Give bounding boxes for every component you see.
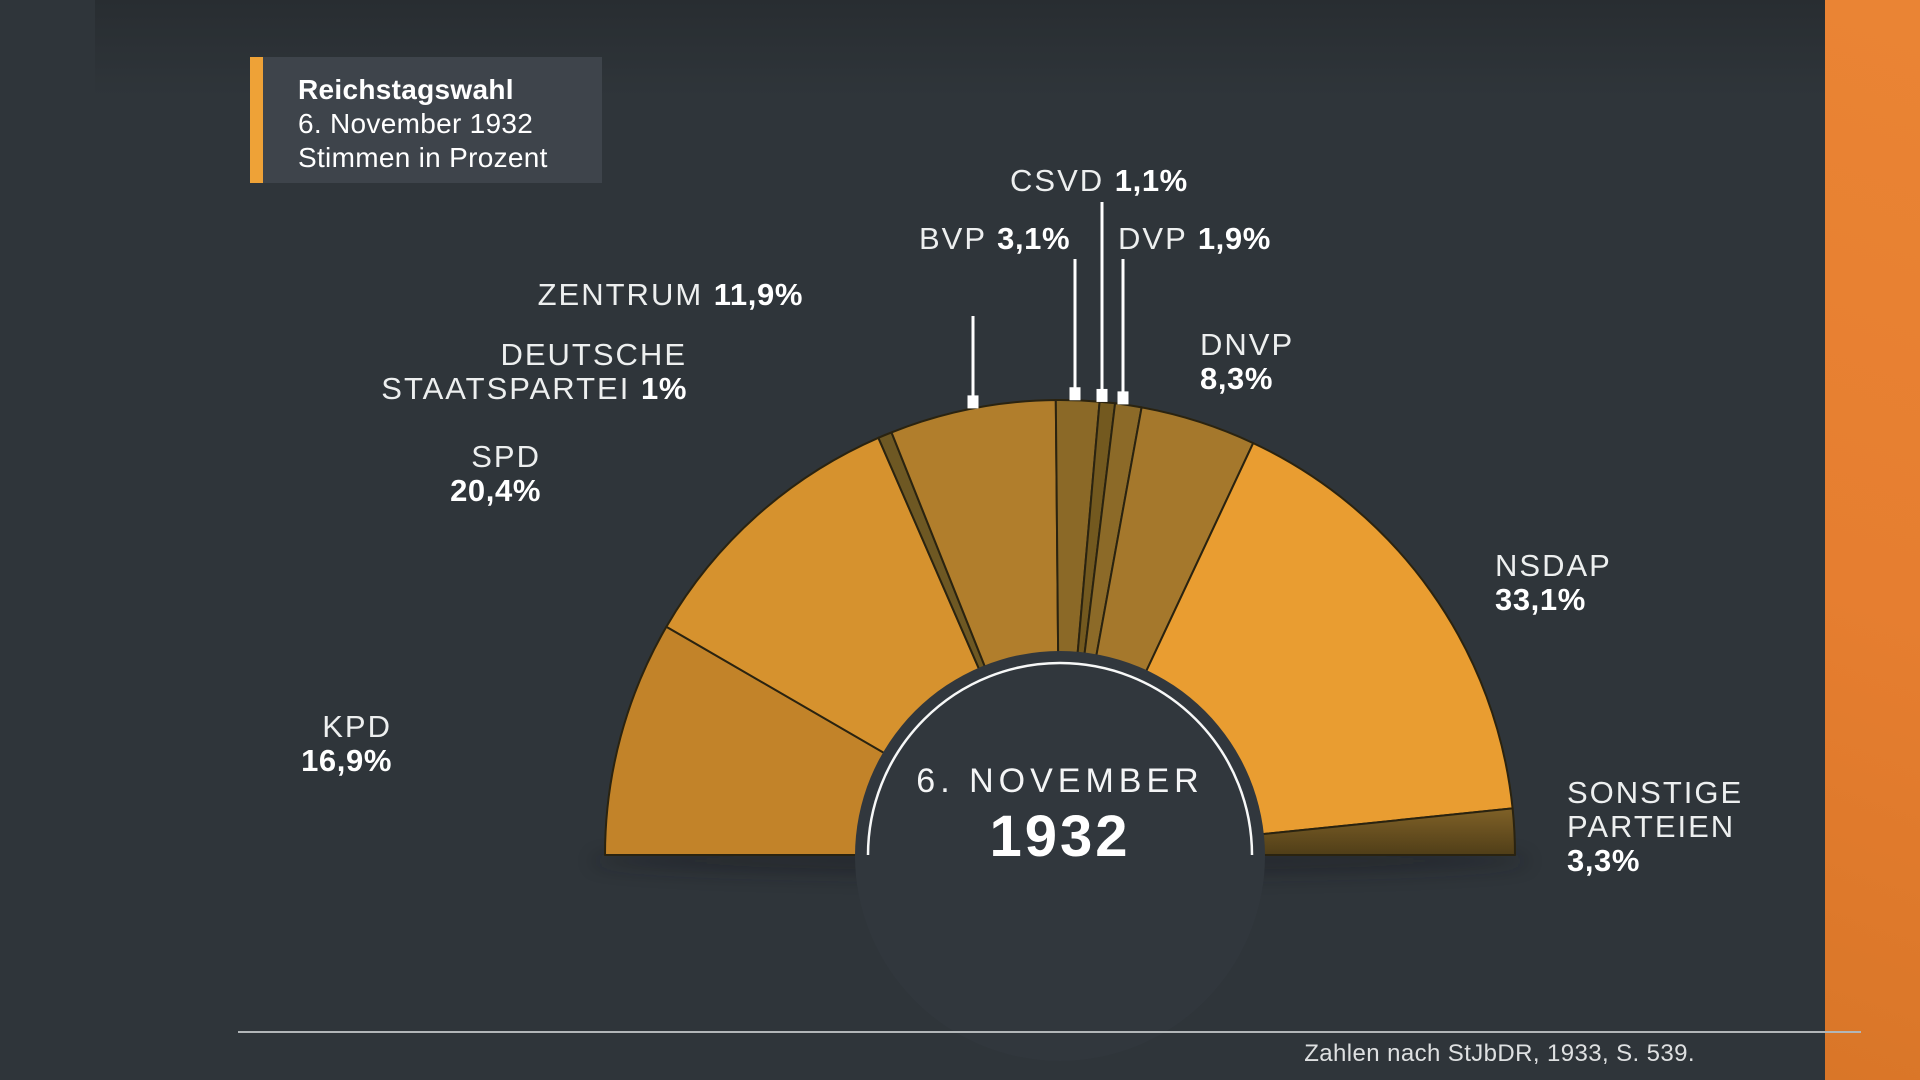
label-bvp: BVP 3,1% [919,221,1071,256]
title-accent-bar [250,57,263,183]
label-zentrum: ZENTRUM 11,9% [537,277,803,312]
leader-tick-csvd [1096,388,1108,402]
label-csvd: CSVD 1,1% [1010,163,1188,198]
leader-tick-dvp [1117,391,1129,405]
footer-divider [238,1031,1861,1033]
right-orange-border [1825,0,1920,1080]
label-sonstige-parteien: SONSTIGE PARTEIEN 3,3% [1567,775,1744,878]
chart-panel: Reichstagswahl 6. November 1932 Stimmen … [95,0,1861,1080]
label-deutsche-staatspartei: DEUTSCHE STAATSPARTEI 1% [381,337,687,406]
chart-center-label: 6. NOVEMBER 1932 [860,762,1260,870]
leader-tick-bvp [1069,387,1081,401]
page-title: Reichstagswahl [298,74,514,105]
title-box: Reichstagswahl 6. November 1932 Stimmen … [250,57,602,183]
source-citation: Zahlen nach StJbDR, 1933, S. 539. [1304,1040,1695,1067]
center-date-line: 6. NOVEMBER [916,762,1204,800]
label-nsdap: NSDAP 33,1% [1495,548,1612,617]
label-dvp: DVP 1,9% [1118,221,1271,256]
title-unit: Stimmen in Prozent [298,142,548,173]
inner-ring-arc [866,661,1254,856]
left-orange-border [0,0,95,1080]
leader-tick-zentrum [967,395,979,409]
center-year: 1932 [989,804,1131,869]
title-date: 6. November 1932 [298,108,534,139]
label-spd: SPD 20,4% [450,439,541,508]
title-text: Reichstagswahl 6. November 1932 Stimmen … [298,73,548,175]
label-dnvp: DNVP 8,3% [1200,327,1295,396]
label-kpd: KPD 16,9% [301,709,392,778]
chart-inner-circle [855,651,1265,1061]
semicircle-election-chart [591,202,1529,1061]
